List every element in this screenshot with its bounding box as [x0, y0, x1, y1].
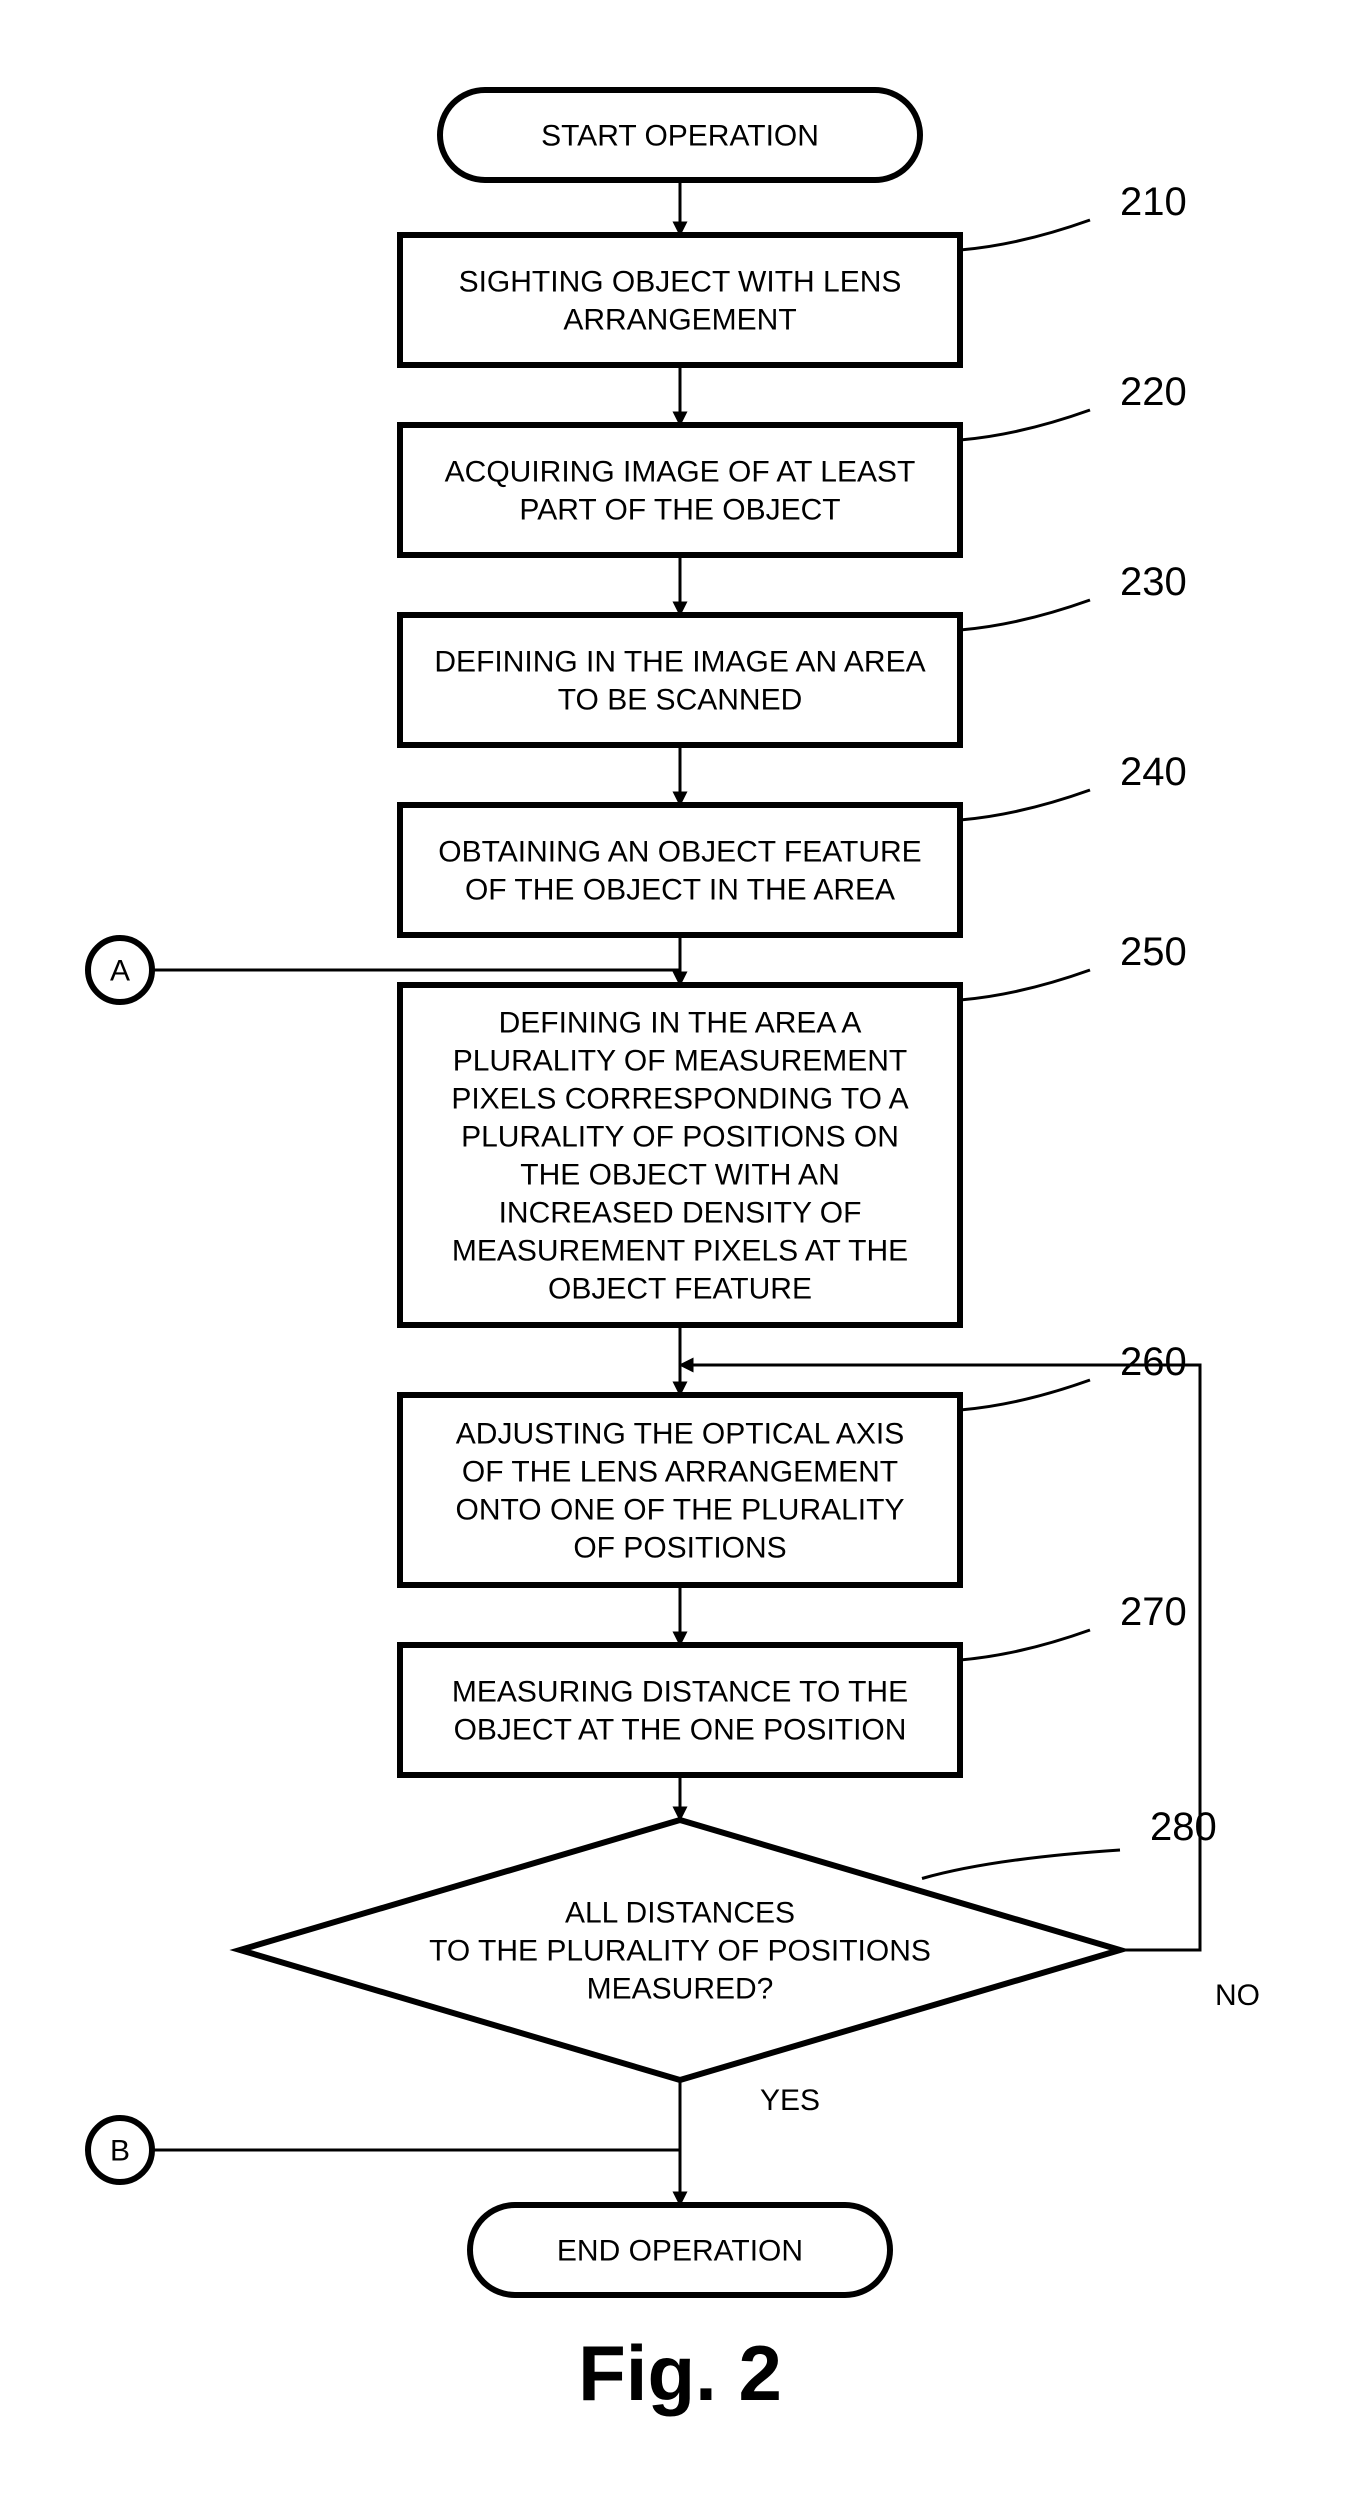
text-line: MEASURING DISTANCE TO THE: [452, 1676, 908, 1709]
text-line: PIXELS CORRESPONDING TO A: [451, 1083, 908, 1116]
text-line: ACQUIRING IMAGE OF AT LEAST: [445, 456, 916, 489]
ref-leader: [922, 1850, 1120, 1879]
ref-leader: [960, 410, 1090, 440]
ref-230: 230: [1120, 560, 1187, 604]
text-line: TO THE PLURALITY OF POSITIONS: [429, 1935, 931, 1968]
text-line: MEASURED?: [587, 1973, 774, 2006]
connector-label-B: B: [110, 2135, 130, 2168]
text-line: INCREASED DENSITY OF: [499, 1197, 862, 1230]
ref-leader: [960, 1630, 1090, 1660]
text-line: OBJECT AT THE ONE POSITION: [454, 1714, 907, 1747]
ref-leader: [960, 1380, 1090, 1410]
process-p220: [400, 425, 960, 555]
decision-yes-label: YES: [760, 2084, 820, 2117]
ref-leader: [960, 970, 1090, 1000]
ref-220: 220: [1120, 370, 1187, 414]
process-p230: [400, 615, 960, 745]
ref-240: 240: [1120, 750, 1187, 794]
text-line: OF POSITIONS: [573, 1532, 786, 1565]
connector-label-A: A: [110, 955, 130, 988]
figure-label: Fig. 2: [578, 2329, 782, 2417]
text-line: MEASUREMENT PIXELS AT THE: [452, 1235, 908, 1268]
text-line: DEFINING IN THE IMAGE AN AREA: [434, 646, 925, 679]
text-line: OBTAINING AN OBJECT FEATURE: [438, 836, 921, 869]
ref-210: 210: [1120, 180, 1187, 224]
text-line: THE OBJECT WITH AN: [520, 1159, 839, 1192]
ref-270: 270: [1120, 1590, 1187, 1634]
text-line: ALL DISTANCES: [565, 1897, 795, 1930]
ref-260: 260: [1120, 1340, 1187, 1384]
process-p240: [400, 805, 960, 935]
text-line: ONTO ONE OF THE PLURALITY: [456, 1494, 905, 1527]
text-line: PART OF THE OBJECT: [519, 494, 840, 527]
text-line: OBJECT FEATURE: [548, 1273, 812, 1306]
ref-280: 280: [1150, 1805, 1217, 1849]
text-line: ADJUSTING THE OPTICAL AXIS: [456, 1418, 904, 1451]
text-line: OF THE OBJECT IN THE AREA: [465, 874, 895, 907]
text-line: DEFINING IN THE AREA A: [499, 1007, 862, 1040]
terminal-start-label: START OPERATION: [541, 120, 819, 153]
decision-no-label: NO: [1215, 1979, 1260, 2012]
ref-leader: [960, 600, 1090, 630]
text-line: SIGHTING OBJECT WITH LENS: [459, 266, 902, 299]
process-p270: [400, 1645, 960, 1775]
process-p210: [400, 235, 960, 365]
ref-leader: [960, 790, 1090, 820]
ref-leader: [960, 220, 1090, 250]
text-line: TO BE SCANNED: [558, 684, 803, 717]
text-line: PLURALITY OF POSITIONS ON: [461, 1121, 899, 1154]
text-line: OF THE LENS ARRANGEMENT: [462, 1456, 898, 1489]
terminal-end-label: END OPERATION: [557, 2235, 803, 2268]
text-line: PLURALITY OF MEASUREMENT: [453, 1045, 908, 1078]
text-line: ARRANGEMENT: [563, 304, 796, 337]
no-loop-line: [700, 1365, 1200, 1950]
ref-250: 250: [1120, 930, 1187, 974]
